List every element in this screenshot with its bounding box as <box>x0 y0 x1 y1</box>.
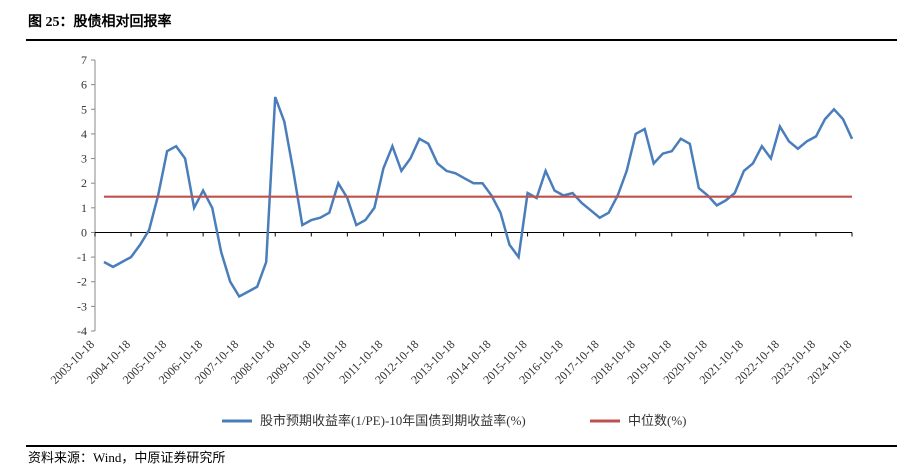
y-tick-label: 6 <box>81 78 87 92</box>
y-tick-label: 5 <box>81 102 87 116</box>
chart-title: 图 25：股债相对回报率 <box>28 13 172 30</box>
y-tick-label: 0 <box>81 225 87 239</box>
y-tick-label: 4 <box>81 127 87 141</box>
source: 资料来源：Wind，中原证券研究所 <box>28 450 225 465</box>
series-line <box>103 96 854 299</box>
y-tick-label: 3 <box>81 152 87 166</box>
y-tick-label: 2 <box>81 176 87 190</box>
y-tick-label: -2 <box>77 275 87 289</box>
y-tick-label: -3 <box>77 299 87 313</box>
legend-label: 股市预期收益率(1/PE)-10年国债到期收益率(%) <box>260 413 526 428</box>
y-tick-label: -4 <box>77 324 87 338</box>
legend-label: 中位数(%) <box>628 413 687 428</box>
y-tick-label: 7 <box>81 53 87 67</box>
y-tick-label: -1 <box>77 250 87 264</box>
y-tick-label: 1 <box>81 201 87 215</box>
